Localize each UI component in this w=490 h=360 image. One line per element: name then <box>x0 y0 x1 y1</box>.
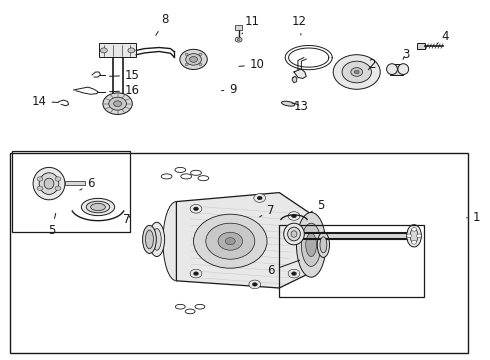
Circle shape <box>199 53 202 55</box>
Text: 1: 1 <box>466 211 480 224</box>
Text: 5: 5 <box>310 199 325 213</box>
Circle shape <box>416 234 421 238</box>
Ellipse shape <box>288 227 300 241</box>
Text: 3: 3 <box>402 48 409 60</box>
Circle shape <box>254 194 266 202</box>
Ellipse shape <box>320 237 327 253</box>
Ellipse shape <box>44 178 54 189</box>
Ellipse shape <box>281 101 295 106</box>
Circle shape <box>185 53 188 55</box>
Ellipse shape <box>81 198 115 216</box>
Circle shape <box>206 223 255 259</box>
Bar <box>390 64 403 75</box>
Text: 7: 7 <box>260 204 274 217</box>
Text: 9: 9 <box>221 83 237 96</box>
Circle shape <box>114 101 122 107</box>
Polygon shape <box>292 76 297 83</box>
Bar <box>65 181 85 185</box>
Text: 7: 7 <box>123 213 131 226</box>
Circle shape <box>103 93 132 114</box>
Circle shape <box>257 196 262 200</box>
Circle shape <box>342 61 371 83</box>
Circle shape <box>190 57 197 62</box>
Ellipse shape <box>407 225 421 247</box>
Ellipse shape <box>410 229 418 243</box>
Text: 4: 4 <box>437 30 448 44</box>
Circle shape <box>190 204 202 213</box>
Circle shape <box>218 232 243 250</box>
Circle shape <box>407 234 412 238</box>
Ellipse shape <box>284 223 304 245</box>
Circle shape <box>190 269 202 278</box>
Ellipse shape <box>296 212 326 277</box>
Circle shape <box>186 54 201 65</box>
Text: 11: 11 <box>242 15 260 34</box>
Ellipse shape <box>149 222 165 256</box>
Circle shape <box>55 186 61 190</box>
Circle shape <box>109 97 126 110</box>
Circle shape <box>237 39 240 41</box>
Ellipse shape <box>146 230 153 249</box>
Circle shape <box>194 214 267 268</box>
Circle shape <box>354 70 359 74</box>
Circle shape <box>194 207 198 211</box>
Ellipse shape <box>163 202 190 281</box>
Ellipse shape <box>152 229 161 250</box>
Circle shape <box>37 186 43 190</box>
Ellipse shape <box>91 203 105 211</box>
Circle shape <box>55 177 61 181</box>
Circle shape <box>249 280 261 289</box>
Circle shape <box>225 238 235 245</box>
Bar <box>417 43 425 49</box>
Circle shape <box>292 214 296 218</box>
Ellipse shape <box>318 232 329 257</box>
Text: 13: 13 <box>294 100 309 113</box>
Ellipse shape <box>306 233 317 256</box>
Text: 2: 2 <box>368 58 376 71</box>
Bar <box>10 153 468 353</box>
Circle shape <box>194 272 198 275</box>
Circle shape <box>128 48 135 53</box>
Circle shape <box>412 240 416 244</box>
Ellipse shape <box>86 201 110 213</box>
Circle shape <box>288 269 300 278</box>
Text: 12: 12 <box>292 15 307 35</box>
Circle shape <box>100 48 107 53</box>
Ellipse shape <box>39 173 59 194</box>
Text: 6: 6 <box>80 177 95 190</box>
Circle shape <box>333 55 380 89</box>
Circle shape <box>235 37 242 42</box>
Ellipse shape <box>143 225 156 253</box>
Polygon shape <box>176 193 318 288</box>
Text: 5: 5 <box>48 213 56 237</box>
Circle shape <box>351 68 363 76</box>
Ellipse shape <box>387 64 397 75</box>
Circle shape <box>199 63 202 66</box>
Circle shape <box>37 177 43 181</box>
Circle shape <box>288 212 300 220</box>
Ellipse shape <box>33 167 65 200</box>
Polygon shape <box>294 69 306 78</box>
Bar <box>99 43 136 57</box>
Circle shape <box>185 63 188 66</box>
Ellipse shape <box>398 64 409 75</box>
Text: 6: 6 <box>267 260 300 277</box>
Circle shape <box>412 228 416 231</box>
Circle shape <box>180 49 207 69</box>
Text: 14: 14 <box>31 95 58 108</box>
Ellipse shape <box>291 231 297 237</box>
Circle shape <box>252 283 257 286</box>
Bar <box>235 25 242 30</box>
Circle shape <box>292 272 296 275</box>
Bar <box>279 225 424 297</box>
Text: 8: 8 <box>156 13 169 35</box>
Text: 16: 16 <box>110 84 140 97</box>
Text: 15: 15 <box>110 69 140 82</box>
Text: 10: 10 <box>239 58 265 71</box>
Bar <box>12 151 130 232</box>
Ellipse shape <box>301 223 321 266</box>
